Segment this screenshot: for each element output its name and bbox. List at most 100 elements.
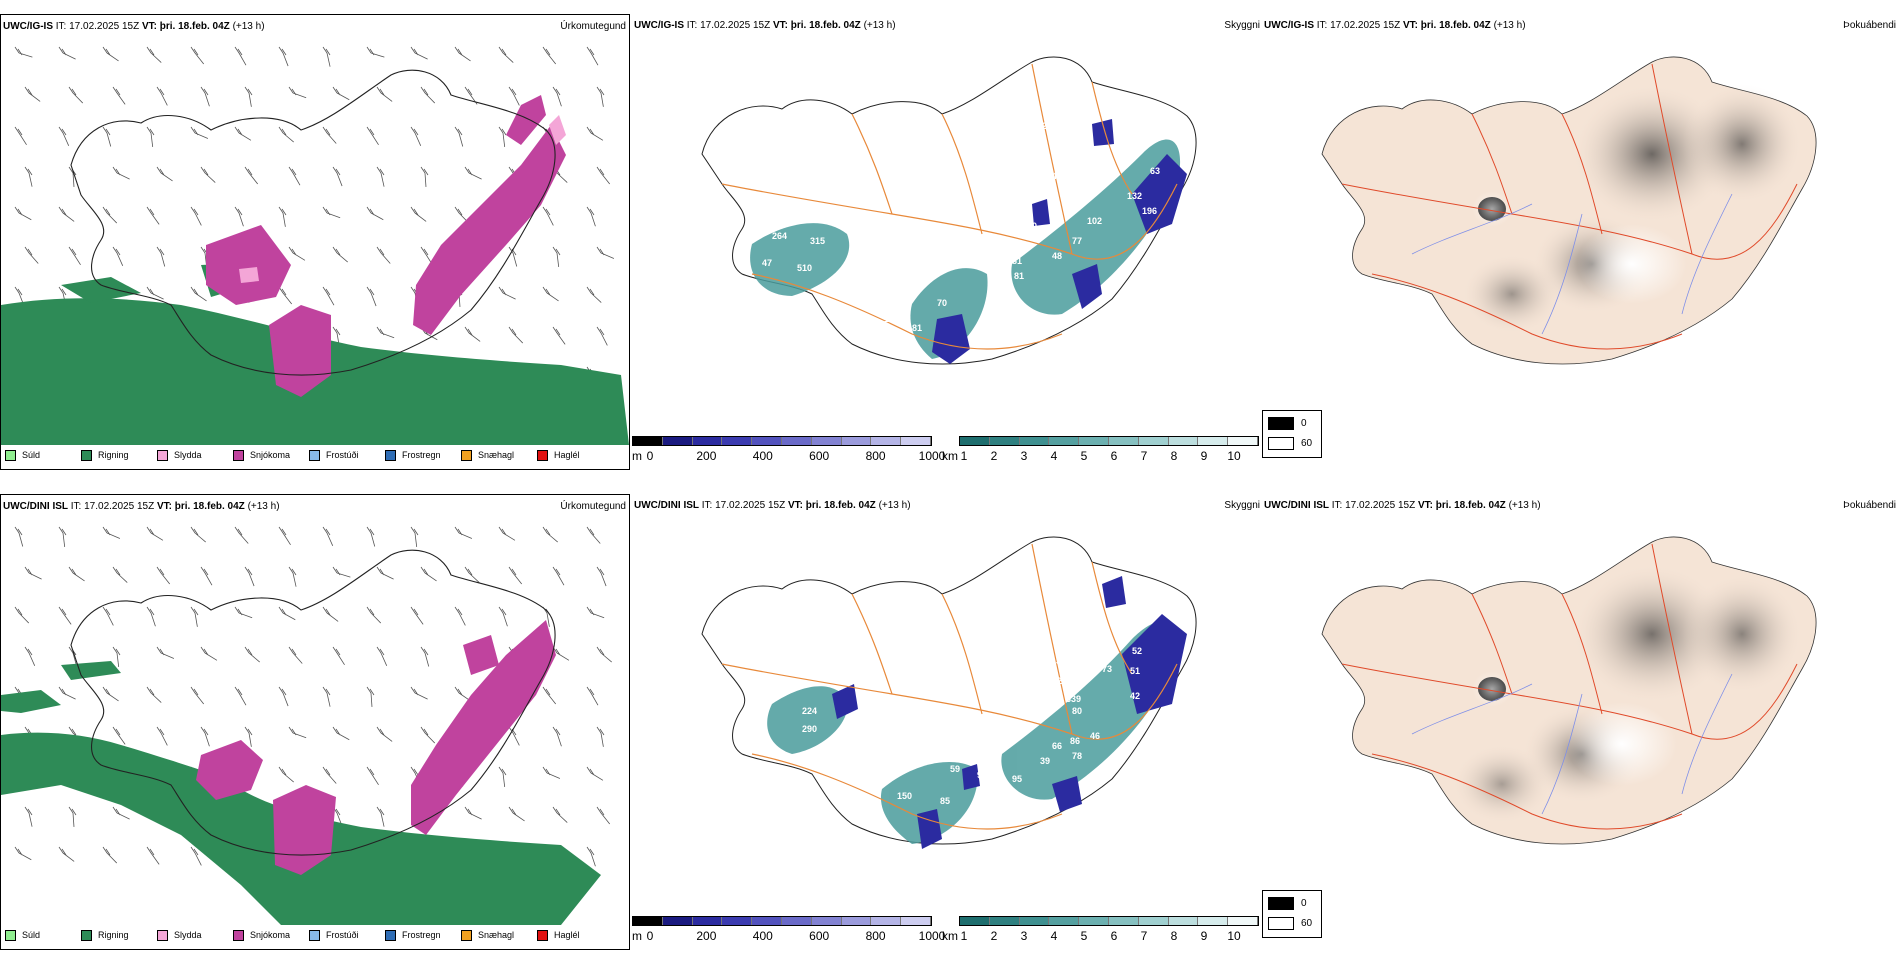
legend-swatch bbox=[157, 449, 168, 461]
fog-legend: 0 60 bbox=[1262, 410, 1322, 458]
wind-barb bbox=[112, 246, 124, 266]
legend-item: Rigning bbox=[81, 929, 157, 941]
wind-barb bbox=[14, 606, 30, 624]
wind-barb bbox=[102, 126, 112, 147]
wind-barb bbox=[190, 686, 205, 705]
visibility-value: 12 bbox=[997, 681, 1007, 691]
km-tick-label: 6 bbox=[1110, 929, 1118, 943]
legend-label: Snjókoma bbox=[250, 930, 291, 940]
wind-barb bbox=[102, 686, 119, 702]
visibility-value: 46 bbox=[1090, 731, 1100, 741]
visibility-value: 132 bbox=[1127, 191, 1142, 201]
visibility-value: 321 bbox=[1052, 676, 1067, 686]
visibility-value: 110 bbox=[867, 341, 882, 351]
visibility-value: 86 bbox=[907, 348, 917, 358]
forecast-row-top: UWC/IG-IS IT: 17.02.2025 15Z VT: þri. 18… bbox=[0, 14, 1900, 484]
m-tick-label: 200 bbox=[696, 449, 717, 463]
visibility-value: 95 bbox=[1012, 774, 1022, 784]
wind-barb bbox=[586, 606, 605, 619]
wind-barb bbox=[508, 86, 520, 106]
fog-legend-swatch bbox=[1268, 897, 1294, 910]
wind-barb bbox=[24, 806, 33, 827]
colorbar-segment bbox=[960, 437, 990, 445]
visibility-value: 378 bbox=[870, 840, 885, 850]
wind-barb bbox=[596, 726, 605, 747]
visibility-value: 86 bbox=[1070, 736, 1080, 746]
wind-barb bbox=[542, 206, 554, 226]
wind-barb bbox=[376, 646, 388, 666]
wind-barb bbox=[586, 126, 604, 141]
visibility-value: 98 bbox=[1010, 796, 1020, 806]
fog-index-panel: UWC/DINI ISL IT: 17.02.2025 15Z VT: þri.… bbox=[1262, 494, 1900, 950]
wind-barb bbox=[596, 86, 605, 107]
fog-map bbox=[1321, 56, 1817, 365]
legend-swatch bbox=[233, 449, 244, 461]
fog-map bbox=[1321, 536, 1817, 845]
fog-rivers bbox=[1411, 193, 1733, 335]
legend-item: Snjókoma bbox=[233, 449, 309, 461]
visibility-value-labels: 425 281 264 315 47 510 125 81 86 110 70 81 27 84 85 335… bbox=[762, 101, 1160, 358]
wind-barb bbox=[58, 126, 70, 146]
visibility-value: 71 bbox=[1062, 621, 1072, 631]
km-tick-label: 1 bbox=[960, 929, 968, 943]
legend-label: Rigning bbox=[98, 450, 129, 460]
wind-barb bbox=[420, 566, 437, 582]
colorbars: m 0 200 400 600 800 1000 km 1 2 3 4 5 6 7 8 9 10 bbox=[632, 916, 1267, 946]
visibility-value: 290 bbox=[802, 724, 817, 734]
wind-barb bbox=[596, 566, 607, 587]
km-tick-label: 10 bbox=[1227, 929, 1241, 943]
wind-barb bbox=[366, 206, 384, 221]
wind-barb bbox=[278, 126, 294, 143]
wind-barb bbox=[190, 206, 202, 226]
wind-barb bbox=[14, 206, 32, 221]
legend-item: Súld bbox=[5, 449, 81, 461]
legend-label: Haglél bbox=[554, 450, 580, 460]
wind-barb bbox=[112, 726, 126, 745]
wind-barb bbox=[332, 726, 350, 741]
colorbar-segment bbox=[1019, 437, 1050, 445]
wind-barb bbox=[68, 246, 81, 265]
wind-barb bbox=[332, 166, 343, 187]
colorbar-segment bbox=[1228, 437, 1258, 445]
wind-barb bbox=[112, 166, 130, 180]
m-tick-label: 400 bbox=[752, 449, 773, 463]
fog-shading bbox=[1462, 84, 1802, 334]
colorbar-segment bbox=[752, 437, 782, 445]
wind-barb bbox=[14, 526, 24, 547]
it-value: 17.02.2025 15Z bbox=[84, 501, 155, 512]
roads bbox=[721, 63, 1178, 350]
visibility-value: 81 bbox=[900, 846, 910, 856]
km-colorbar bbox=[959, 916, 1259, 926]
visibility-value: 191 bbox=[1072, 646, 1087, 656]
wind-barb bbox=[586, 286, 602, 303]
wind-barb bbox=[190, 126, 209, 139]
wind-barb bbox=[234, 606, 253, 619]
colorbar-segment bbox=[1228, 917, 1258, 925]
wind-barb bbox=[146, 846, 160, 865]
wind-barb bbox=[464, 806, 482, 820]
km-tick-label: 10 bbox=[1227, 449, 1241, 463]
wind-barb bbox=[586, 46, 599, 66]
wind-barb bbox=[332, 566, 351, 578]
wind-barb bbox=[156, 726, 168, 746]
legend-label: Rigning bbox=[98, 930, 129, 940]
wind-barb bbox=[278, 286, 293, 305]
colorbar-segment bbox=[1049, 437, 1080, 445]
legend-swatch bbox=[461, 449, 472, 461]
it-label: IT: bbox=[70, 501, 82, 512]
wind-barb bbox=[244, 86, 253, 107]
wind-barb bbox=[200, 726, 210, 747]
fog-index-panel: UWC/IG-IS IT: 17.02.2025 15Z VT: þri. 18… bbox=[1262, 14, 1900, 470]
colorbar-segment bbox=[1079, 437, 1109, 445]
wind-barb bbox=[454, 606, 466, 626]
wind-barb bbox=[58, 606, 72, 625]
wind-barb bbox=[366, 46, 385, 58]
legend-swatch bbox=[81, 449, 92, 461]
snow-areas bbox=[196, 620, 556, 875]
km-tick-label: 5 bbox=[1080, 929, 1088, 943]
wind-barb bbox=[58, 206, 75, 222]
model-name: UWC/IG-IS bbox=[634, 20, 684, 31]
visibility-value: 52 bbox=[1132, 646, 1142, 656]
fog-legend-swatch bbox=[1268, 417, 1294, 430]
wind-barb bbox=[322, 766, 337, 784]
